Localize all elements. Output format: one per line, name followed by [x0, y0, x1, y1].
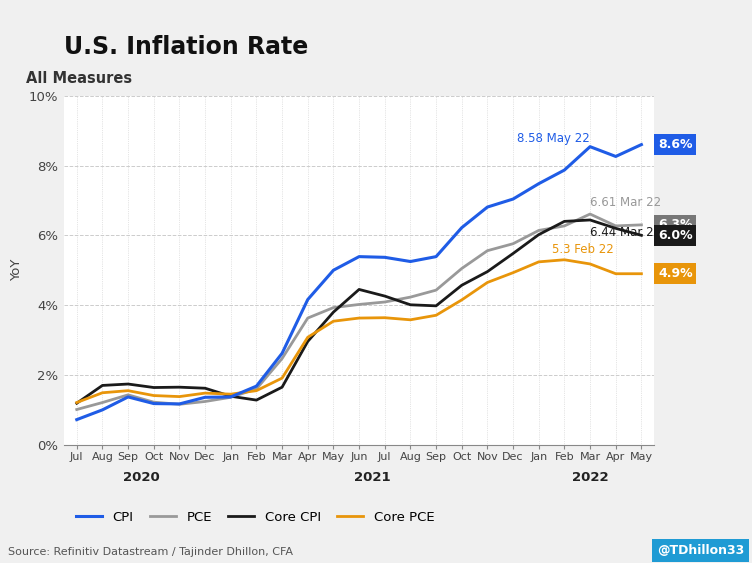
Text: 6.0%: 6.0% — [658, 229, 693, 242]
Text: 8.6%: 8.6% — [658, 138, 693, 151]
Text: Source: Refinitiv Datastream / Tajinder Dhillon, CFA: Source: Refinitiv Datastream / Tajinder … — [8, 547, 293, 557]
Text: 5.3 Feb 22: 5.3 Feb 22 — [551, 243, 614, 256]
Y-axis label: YoY: YoY — [11, 259, 23, 282]
Text: 6.3%: 6.3% — [658, 218, 693, 231]
Text: 4.9%: 4.9% — [658, 267, 693, 280]
Text: 6.44 Mar 22: 6.44 Mar 22 — [590, 226, 661, 239]
Text: U.S. Inflation Rate: U.S. Inflation Rate — [64, 35, 308, 59]
Text: 2021: 2021 — [353, 471, 390, 484]
Text: @TDhillon33: @TDhillon33 — [657, 544, 744, 557]
Text: 8.58 May 22: 8.58 May 22 — [517, 132, 590, 145]
Legend: CPI, PCE, Core CPI, Core PCE: CPI, PCE, Core CPI, Core PCE — [71, 506, 440, 529]
Text: 2020: 2020 — [123, 471, 159, 484]
Text: 2022: 2022 — [572, 471, 608, 484]
Text: 6.61 Mar 22: 6.61 Mar 22 — [590, 196, 661, 209]
Text: All Measures: All Measures — [26, 72, 132, 86]
